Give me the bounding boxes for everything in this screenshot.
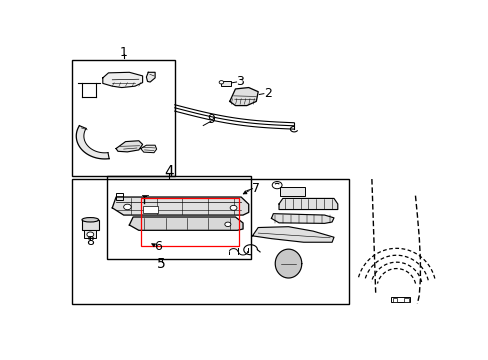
Polygon shape bbox=[112, 197, 248, 215]
Bar bbox=[116, 193, 122, 200]
Circle shape bbox=[87, 232, 94, 237]
Text: 1: 1 bbox=[120, 46, 127, 59]
Polygon shape bbox=[146, 72, 155, 82]
Circle shape bbox=[272, 181, 282, 189]
Bar bbox=[392, 298, 396, 302]
Text: 8: 8 bbox=[86, 235, 94, 248]
Ellipse shape bbox=[82, 217, 99, 222]
Circle shape bbox=[219, 81, 223, 84]
Polygon shape bbox=[229, 87, 258, 105]
Circle shape bbox=[224, 222, 230, 226]
Bar bbox=[142, 206, 158, 213]
Polygon shape bbox=[279, 198, 337, 210]
Polygon shape bbox=[129, 217, 243, 230]
Text: 6: 6 bbox=[154, 240, 162, 253]
Polygon shape bbox=[102, 72, 142, 87]
Polygon shape bbox=[252, 227, 333, 242]
Bar bbox=[72, 60, 175, 176]
Bar bbox=[106, 176, 250, 260]
Circle shape bbox=[123, 204, 131, 210]
Polygon shape bbox=[76, 126, 109, 159]
Text: 2: 2 bbox=[263, 87, 271, 100]
Bar bbox=[390, 297, 409, 302]
Text: 4: 4 bbox=[164, 165, 174, 180]
Circle shape bbox=[230, 205, 237, 210]
Polygon shape bbox=[116, 141, 142, 152]
Polygon shape bbox=[275, 249, 301, 278]
Text: 9: 9 bbox=[206, 113, 214, 126]
Bar bbox=[82, 220, 99, 230]
Polygon shape bbox=[271, 214, 333, 223]
Text: 3: 3 bbox=[236, 75, 244, 88]
Text: 7: 7 bbox=[252, 182, 260, 195]
Bar bbox=[403, 298, 408, 302]
Bar bbox=[280, 187, 304, 196]
Bar bbox=[141, 198, 239, 246]
Text: 5: 5 bbox=[157, 257, 165, 271]
Bar bbox=[84, 230, 96, 238]
Bar bbox=[72, 179, 348, 304]
Polygon shape bbox=[141, 145, 156, 153]
Bar bbox=[221, 81, 230, 86]
